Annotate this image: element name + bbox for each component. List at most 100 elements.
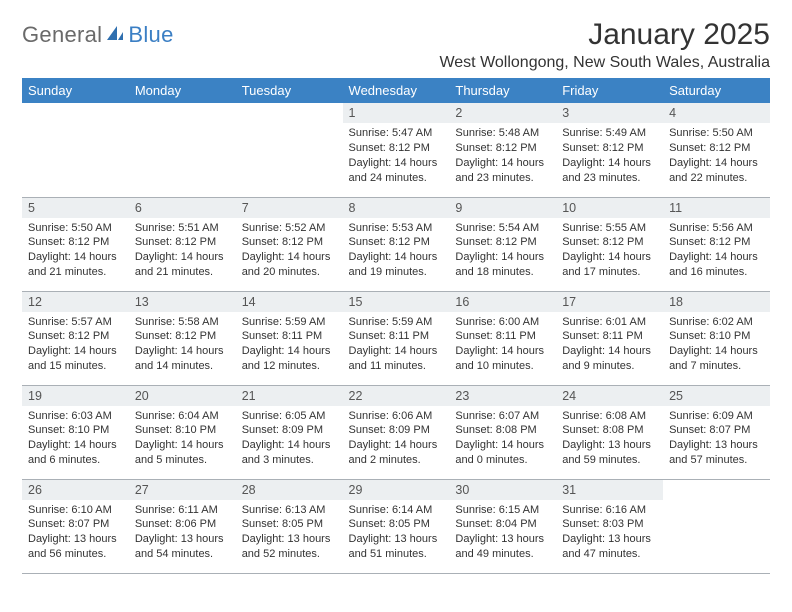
day-header-sat: Saturday	[663, 78, 770, 103]
day-number: 10	[556, 198, 663, 218]
cell-content: Sunrise: 6:09 AMSunset: 8:07 PMDaylight:…	[663, 409, 770, 472]
daylight-line: Daylight: 14 hours and 14 minutes.	[133, 344, 232, 374]
day-header-fri: Friday	[556, 78, 663, 103]
day-number	[129, 103, 236, 123]
calendar-cell: 22Sunrise: 6:06 AMSunset: 8:09 PMDayligh…	[343, 385, 450, 479]
calendar-cell: 10 Sunrise: 5:55 AMSunset: 8:12 PMDayligh…	[556, 197, 663, 291]
cell-content: Sunrise: 6:08 AMSunset: 8:08 PMDaylight:…	[556, 409, 663, 472]
daylight-line: Daylight: 14 hours and 12 minutes.	[240, 344, 339, 374]
calendar-cell: 4Sunrise: 5:50 AMSunset: 8:12 PMDaylight…	[663, 103, 770, 197]
sunset-line: Sunset: 8:12 PM	[133, 235, 232, 250]
sunrise-line: Sunrise: 5:58 AM	[133, 315, 232, 330]
cell-content: Sunrise: 6:05 AMSunset: 8:09 PMDaylight:…	[236, 409, 343, 472]
sunset-line: Sunset: 8:04 PM	[453, 517, 552, 532]
sunrise-line: Sunrise: 6:09 AM	[667, 409, 766, 424]
day-number: 1	[343, 103, 450, 123]
calendar-cell: 18 Sunrise: 6:02 AMSunset: 8:10 PMDayligh…	[663, 291, 770, 385]
calendar-row: 26Sunrise: 6:10 AMSunset: 8:07 PMDayligh…	[22, 479, 770, 573]
daylight-line: Daylight: 13 hours and 54 minutes.	[133, 532, 232, 562]
cell-content: Sunrise: 6:15 AMSunset: 8:04 PMDaylight:…	[449, 503, 556, 566]
daylight-line: Daylight: 14 hours and 7 minutes.	[667, 344, 766, 374]
day-number: 18	[663, 292, 770, 312]
sunrise-line: Sunrise: 5:55 AM	[560, 221, 659, 236]
cell-content: Sunrise: 6:02 AMSunset: 8:10 PMDaylight:…	[663, 315, 770, 378]
cell-content: Sunrise: 5:50 AMSunset: 8:12 PMDaylight:…	[22, 221, 129, 284]
day-header-sun: Sunday	[22, 78, 129, 103]
calendar-cell: 29Sunrise: 6:14 AMSunset: 8:05 PMDayligh…	[343, 479, 450, 573]
sunset-line: Sunset: 8:08 PM	[453, 423, 552, 438]
day-number: 8	[343, 198, 450, 218]
sunrise-line: Sunrise: 5:49 AM	[560, 126, 659, 141]
calendar-cell: 11Sunrise: 5:56 AMSunset: 8:12 PMDayligh…	[663, 197, 770, 291]
sunrise-line: Sunrise: 6:03 AM	[26, 409, 125, 424]
daylight-line: Daylight: 13 hours and 59 minutes.	[560, 438, 659, 468]
sunset-line: Sunset: 8:10 PM	[26, 423, 125, 438]
cell-content: Sunrise: 6:16 AMSunset: 8:03 PMDaylight:…	[556, 503, 663, 566]
day-number: 2	[449, 103, 556, 123]
calendar-cell: 17Sunrise: 6:01 AMSunset: 8:11 PMDayligh…	[556, 291, 663, 385]
daylight-line: Daylight: 14 hours and 19 minutes.	[347, 250, 446, 280]
cell-content: Sunrise: 5:51 AMSunset: 8:12 PMDaylight:…	[129, 221, 236, 284]
sunset-line: Sunset: 8:12 PM	[347, 141, 446, 156]
sunset-line: Sunset: 8:12 PM	[560, 235, 659, 250]
sunrise-line: Sunrise: 5:59 AM	[240, 315, 339, 330]
day-number: 12	[22, 292, 129, 312]
day-number	[236, 103, 343, 123]
cell-content: Sunrise: 5:53 AMSunset: 8:12 PMDaylight:…	[343, 221, 450, 284]
day-header-mon: Monday	[129, 78, 236, 103]
sunset-line: Sunset: 8:05 PM	[240, 517, 339, 532]
sunset-line: Sunset: 8:12 PM	[133, 329, 232, 344]
daylight-line: Daylight: 14 hours and 15 minutes.	[26, 344, 125, 374]
sunrise-line: Sunrise: 6:05 AM	[240, 409, 339, 424]
day-number: 6	[129, 198, 236, 218]
day-number: 19	[22, 386, 129, 406]
calendar-cell: 26Sunrise: 6:10 AMSunset: 8:07 PMDayligh…	[22, 479, 129, 573]
calendar-cell	[22, 103, 129, 197]
day-header-wed: Wednesday	[343, 78, 450, 103]
sunrise-line: Sunrise: 5:56 AM	[667, 221, 766, 236]
sunrise-line: Sunrise: 5:50 AM	[26, 221, 125, 236]
sunset-line: Sunset: 8:03 PM	[560, 517, 659, 532]
cell-content: Sunrise: 6:00 AMSunset: 8:11 PMDaylight:…	[449, 315, 556, 378]
cell-content: Sunrise: 6:14 AMSunset: 8:05 PMDaylight:…	[343, 503, 450, 566]
logo-text-general: General	[22, 22, 102, 48]
day-header-tue: Tuesday	[236, 78, 343, 103]
daylight-line: Daylight: 13 hours and 52 minutes.	[240, 532, 339, 562]
location: West Wollongong, New South Wales, Austra…	[439, 54, 770, 72]
daylight-line: Daylight: 14 hours and 3 minutes.	[240, 438, 339, 468]
sunrise-line: Sunrise: 5:54 AM	[453, 221, 552, 236]
calendar-cell: 23Sunrise: 6:07 AMSunset: 8:08 PMDayligh…	[449, 385, 556, 479]
sunrise-line: Sunrise: 5:47 AM	[347, 126, 446, 141]
calendar-cell: 1 Sunrise: 5:47 AMSunset: 8:12 PMDaylight…	[343, 103, 450, 197]
day-number: 22	[343, 386, 450, 406]
cell-content: Sunrise: 5:50 AMSunset: 8:12 PMDaylight:…	[663, 126, 770, 189]
sunset-line: Sunset: 8:11 PM	[240, 329, 339, 344]
cell-content: Sunrise: 5:48 AMSunset: 8:12 PMDaylight:…	[449, 126, 556, 189]
calendar-cell: 5Sunrise: 5:50 AMSunset: 8:12 PMDaylight…	[22, 197, 129, 291]
daylight-line: Daylight: 14 hours and 24 minutes.	[347, 156, 446, 186]
daylight-line: Daylight: 14 hours and 17 minutes.	[560, 250, 659, 280]
sunset-line: Sunset: 8:12 PM	[667, 141, 766, 156]
daylight-line: Daylight: 13 hours and 47 minutes.	[560, 532, 659, 562]
logo: General Blue	[22, 18, 174, 48]
calendar-row: 12Sunrise: 5:57 AMSunset: 8:12 PMDayligh…	[22, 291, 770, 385]
cell-content: Sunrise: 5:47 AMSunset: 8:12 PMDaylight:…	[343, 126, 450, 189]
daylight-line: Daylight: 14 hours and 11 minutes.	[347, 344, 446, 374]
calendar-row: 19 Sunrise: 6:03 AMSunset: 8:10 PM Dayligh…	[22, 385, 770, 479]
sail-icon	[105, 24, 125, 47]
sunrise-line: Sunrise: 5:48 AM	[453, 126, 552, 141]
day-number: 13	[129, 292, 236, 312]
sunrise-line: Sunrise: 6:10 AM	[26, 503, 125, 518]
calendar-cell: 25 Sunrise: 6:09 AMSunset: 8:07 PMDayligh…	[663, 385, 770, 479]
day-number: 25	[663, 386, 770, 406]
sunrise-line: Sunrise: 6:11 AM	[133, 503, 232, 518]
daylight-line: Daylight: 14 hours and 16 minutes.	[667, 250, 766, 280]
daylight-line: Daylight: 13 hours and 57 minutes.	[667, 438, 766, 468]
sunset-line: Sunset: 8:12 PM	[560, 141, 659, 156]
sunrise-line: Sunrise: 6:02 AM	[667, 315, 766, 330]
calendar-cell: 9Sunrise: 5:54 AMSunset: 8:12 PMDaylight…	[449, 197, 556, 291]
calendar-cell: 31Sunrise: 6:16 AMSunset: 8:03 PMDayligh…	[556, 479, 663, 573]
sunrise-line: Sunrise: 5:57 AM	[26, 315, 125, 330]
cell-content: Sunrise: 6:13 AMSunset: 8:05 PMDaylight:…	[236, 503, 343, 566]
calendar-cell: 28Sunrise: 6:13 AMSunset: 8:05 PMDayligh…	[236, 479, 343, 573]
